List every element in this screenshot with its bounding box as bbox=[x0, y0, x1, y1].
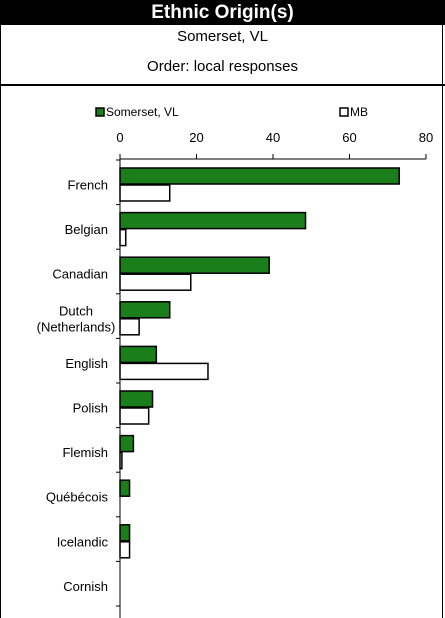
bar-mb-belgian bbox=[119, 228, 127, 247]
legend-swatch-2 bbox=[339, 107, 349, 117]
x-tick-label-20: 20 bbox=[189, 130, 203, 145]
category-label-qu-b-cois: Québécois bbox=[46, 490, 109, 505]
category-label-english: English bbox=[65, 356, 108, 371]
bar-mb-french bbox=[119, 184, 171, 202]
category-label-belgian: Belgian bbox=[65, 222, 108, 237]
legend-label-2: MB bbox=[350, 105, 368, 119]
category-label-canadian: Canadian bbox=[52, 267, 108, 282]
chart-title: Ethnic Origin(s) bbox=[0, 0, 445, 25]
legend-swatch-1 bbox=[95, 107, 105, 117]
bar-mb-canadian bbox=[119, 273, 192, 291]
bar-mb-icelandic bbox=[119, 541, 131, 559]
bar-somerset-canadian bbox=[119, 256, 270, 274]
chart-subtitle-location: Somerset, VL bbox=[177, 28, 268, 45]
bar-somerset-dutch-netherlands bbox=[119, 301, 171, 319]
bar-somerset-flemish bbox=[119, 434, 135, 453]
x-tick-label-0: 0 bbox=[116, 130, 123, 145]
bar-chart: Somerset, VL MB 0 20 40 60 80 French Belgian Cana… bbox=[37, 105, 433, 618]
chart-subtitle-order: Order: local responses bbox=[0, 48, 445, 86]
bar-somerset-english bbox=[119, 345, 158, 364]
x-tick-label-40: 40 bbox=[266, 130, 280, 145]
bar-mb-polish bbox=[119, 407, 150, 425]
bar-somerset-polish bbox=[119, 390, 154, 408]
bar-somerset-icelandic bbox=[119, 524, 131, 542]
category-label-dutch-netherlands: Dutch (Netherlands) bbox=[37, 303, 116, 334]
bar-somerset-belgian bbox=[119, 211, 307, 230]
category-label-french: French bbox=[68, 178, 108, 193]
bar-mb-dutch-netherlands bbox=[119, 318, 140, 336]
bar-mb-flemish bbox=[119, 451, 123, 470]
legend-label-1: Somerset, VL bbox=[106, 105, 179, 119]
category-label-icelandic: Icelandic bbox=[57, 534, 109, 549]
category-label-polish: Polish bbox=[73, 401, 108, 416]
x-tick-label-60: 60 bbox=[342, 130, 356, 145]
category-label-cornish: Cornish bbox=[63, 579, 108, 594]
bar-mb-english bbox=[119, 362, 209, 381]
bar-somerset-french bbox=[119, 167, 400, 185]
bar-somerset-qu-b-cois bbox=[119, 479, 131, 497]
category-label-flemish: Flemish bbox=[62, 445, 108, 460]
x-tick-label-80: 80 bbox=[419, 130, 433, 145]
